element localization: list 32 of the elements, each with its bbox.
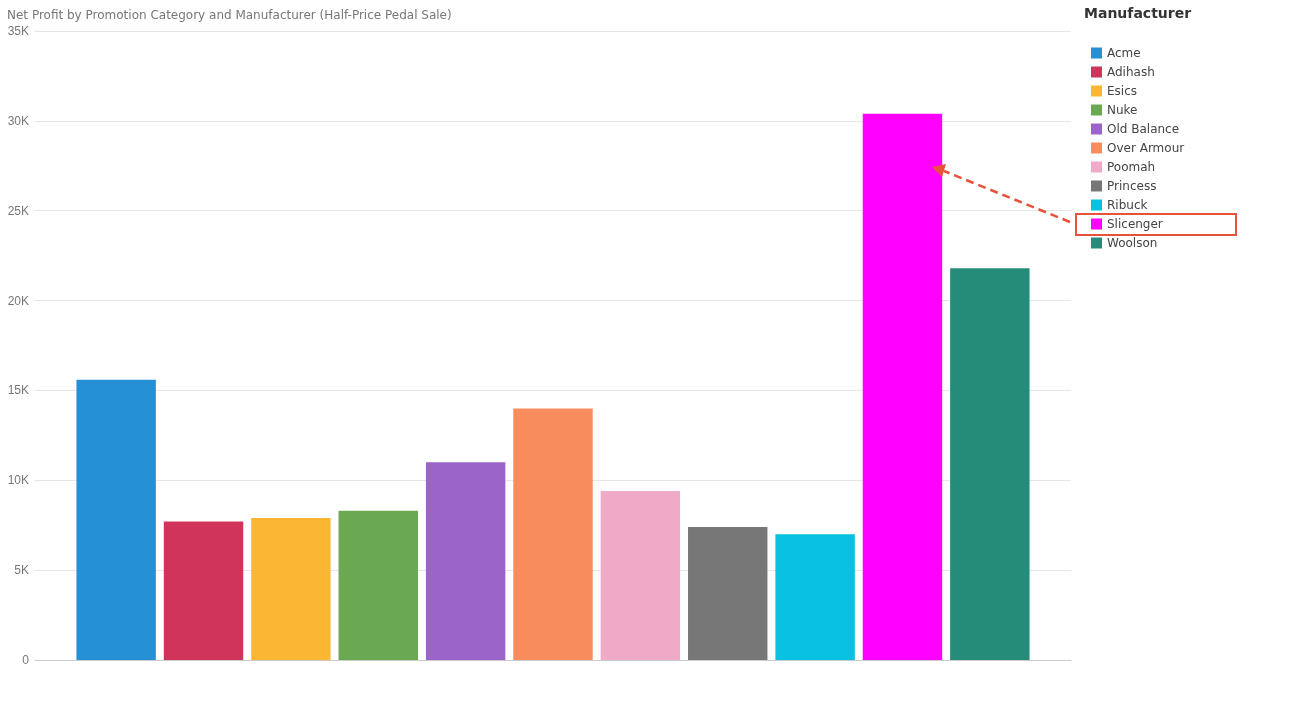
legend-label: Nuke xyxy=(1107,103,1138,117)
legend-label: Ribuck xyxy=(1107,198,1148,212)
legend-title: Manufacturer xyxy=(1084,5,1192,21)
legend-label: Adihash xyxy=(1107,65,1155,79)
legend-label: Esics xyxy=(1107,84,1138,98)
legend-label: Old Balance xyxy=(1107,122,1180,136)
bar xyxy=(862,113,943,660)
legend-label: Acme xyxy=(1107,46,1141,60)
y-tick-label: 30K xyxy=(7,113,29,128)
legend-label: Slicenger xyxy=(1107,217,1163,231)
bar xyxy=(338,510,418,660)
legend-label: Poomah xyxy=(1107,160,1156,174)
y-tick-label: 25K xyxy=(7,203,29,218)
y-tick-label: 35K xyxy=(7,24,29,38)
y-tick-label: 15K xyxy=(7,383,29,398)
bar xyxy=(513,408,593,660)
legend-label: Princess xyxy=(1107,179,1157,193)
bar xyxy=(688,527,768,660)
bar xyxy=(950,268,1030,660)
y-tick-label: 20K xyxy=(7,293,29,308)
chart-title: Net Profit by Promotion Category and Manufacturer (Half-Price Pedal Sale) xyxy=(7,8,452,22)
y-tick-label: 5K xyxy=(14,563,29,578)
bar xyxy=(425,462,506,660)
bar xyxy=(76,379,156,660)
bar xyxy=(251,518,331,660)
bar xyxy=(600,491,681,660)
legend-label: Over Armour xyxy=(1107,141,1185,155)
y-tick-label: 10K xyxy=(7,473,29,488)
y-tick-label: 0 xyxy=(22,653,30,667)
legend-label: Woolson xyxy=(1107,236,1158,250)
bar xyxy=(775,534,855,660)
bar xyxy=(163,521,244,660)
